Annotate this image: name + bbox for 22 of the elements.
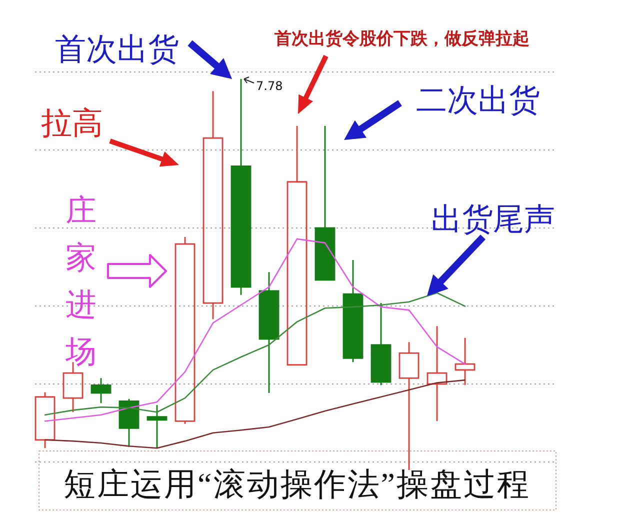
text: 首次出货令股价下跌，做反弹拉起: [274, 29, 530, 49]
annotation: 出货尾声: [431, 202, 555, 236]
annotation: 二次出货: [416, 82, 540, 118]
candlestick: [454, 337, 476, 386]
candlestick: [174, 236, 196, 425]
candlestick: [90, 377, 112, 404]
candlestick: [426, 325, 448, 422]
candlestick: [314, 125, 336, 281]
candlestick: [342, 259, 364, 363]
text: 短庄运用“滚动操作法”操盘过程: [64, 466, 530, 502]
candlestick: [286, 125, 308, 366]
annotation: 庄家进场: [64, 192, 96, 368]
annotation: 7.78: [256, 79, 283, 93]
candlestick: [258, 271, 280, 394]
candlestick: [370, 302, 392, 386]
candlestick: [146, 404, 168, 449]
text: 首次出货: [55, 32, 179, 66]
candlestick: [118, 398, 140, 448]
annotation: 拉高: [41, 106, 103, 140]
candlestick: [202, 90, 224, 320]
candlestick: [398, 341, 420, 471]
candlestick: [34, 391, 56, 449]
